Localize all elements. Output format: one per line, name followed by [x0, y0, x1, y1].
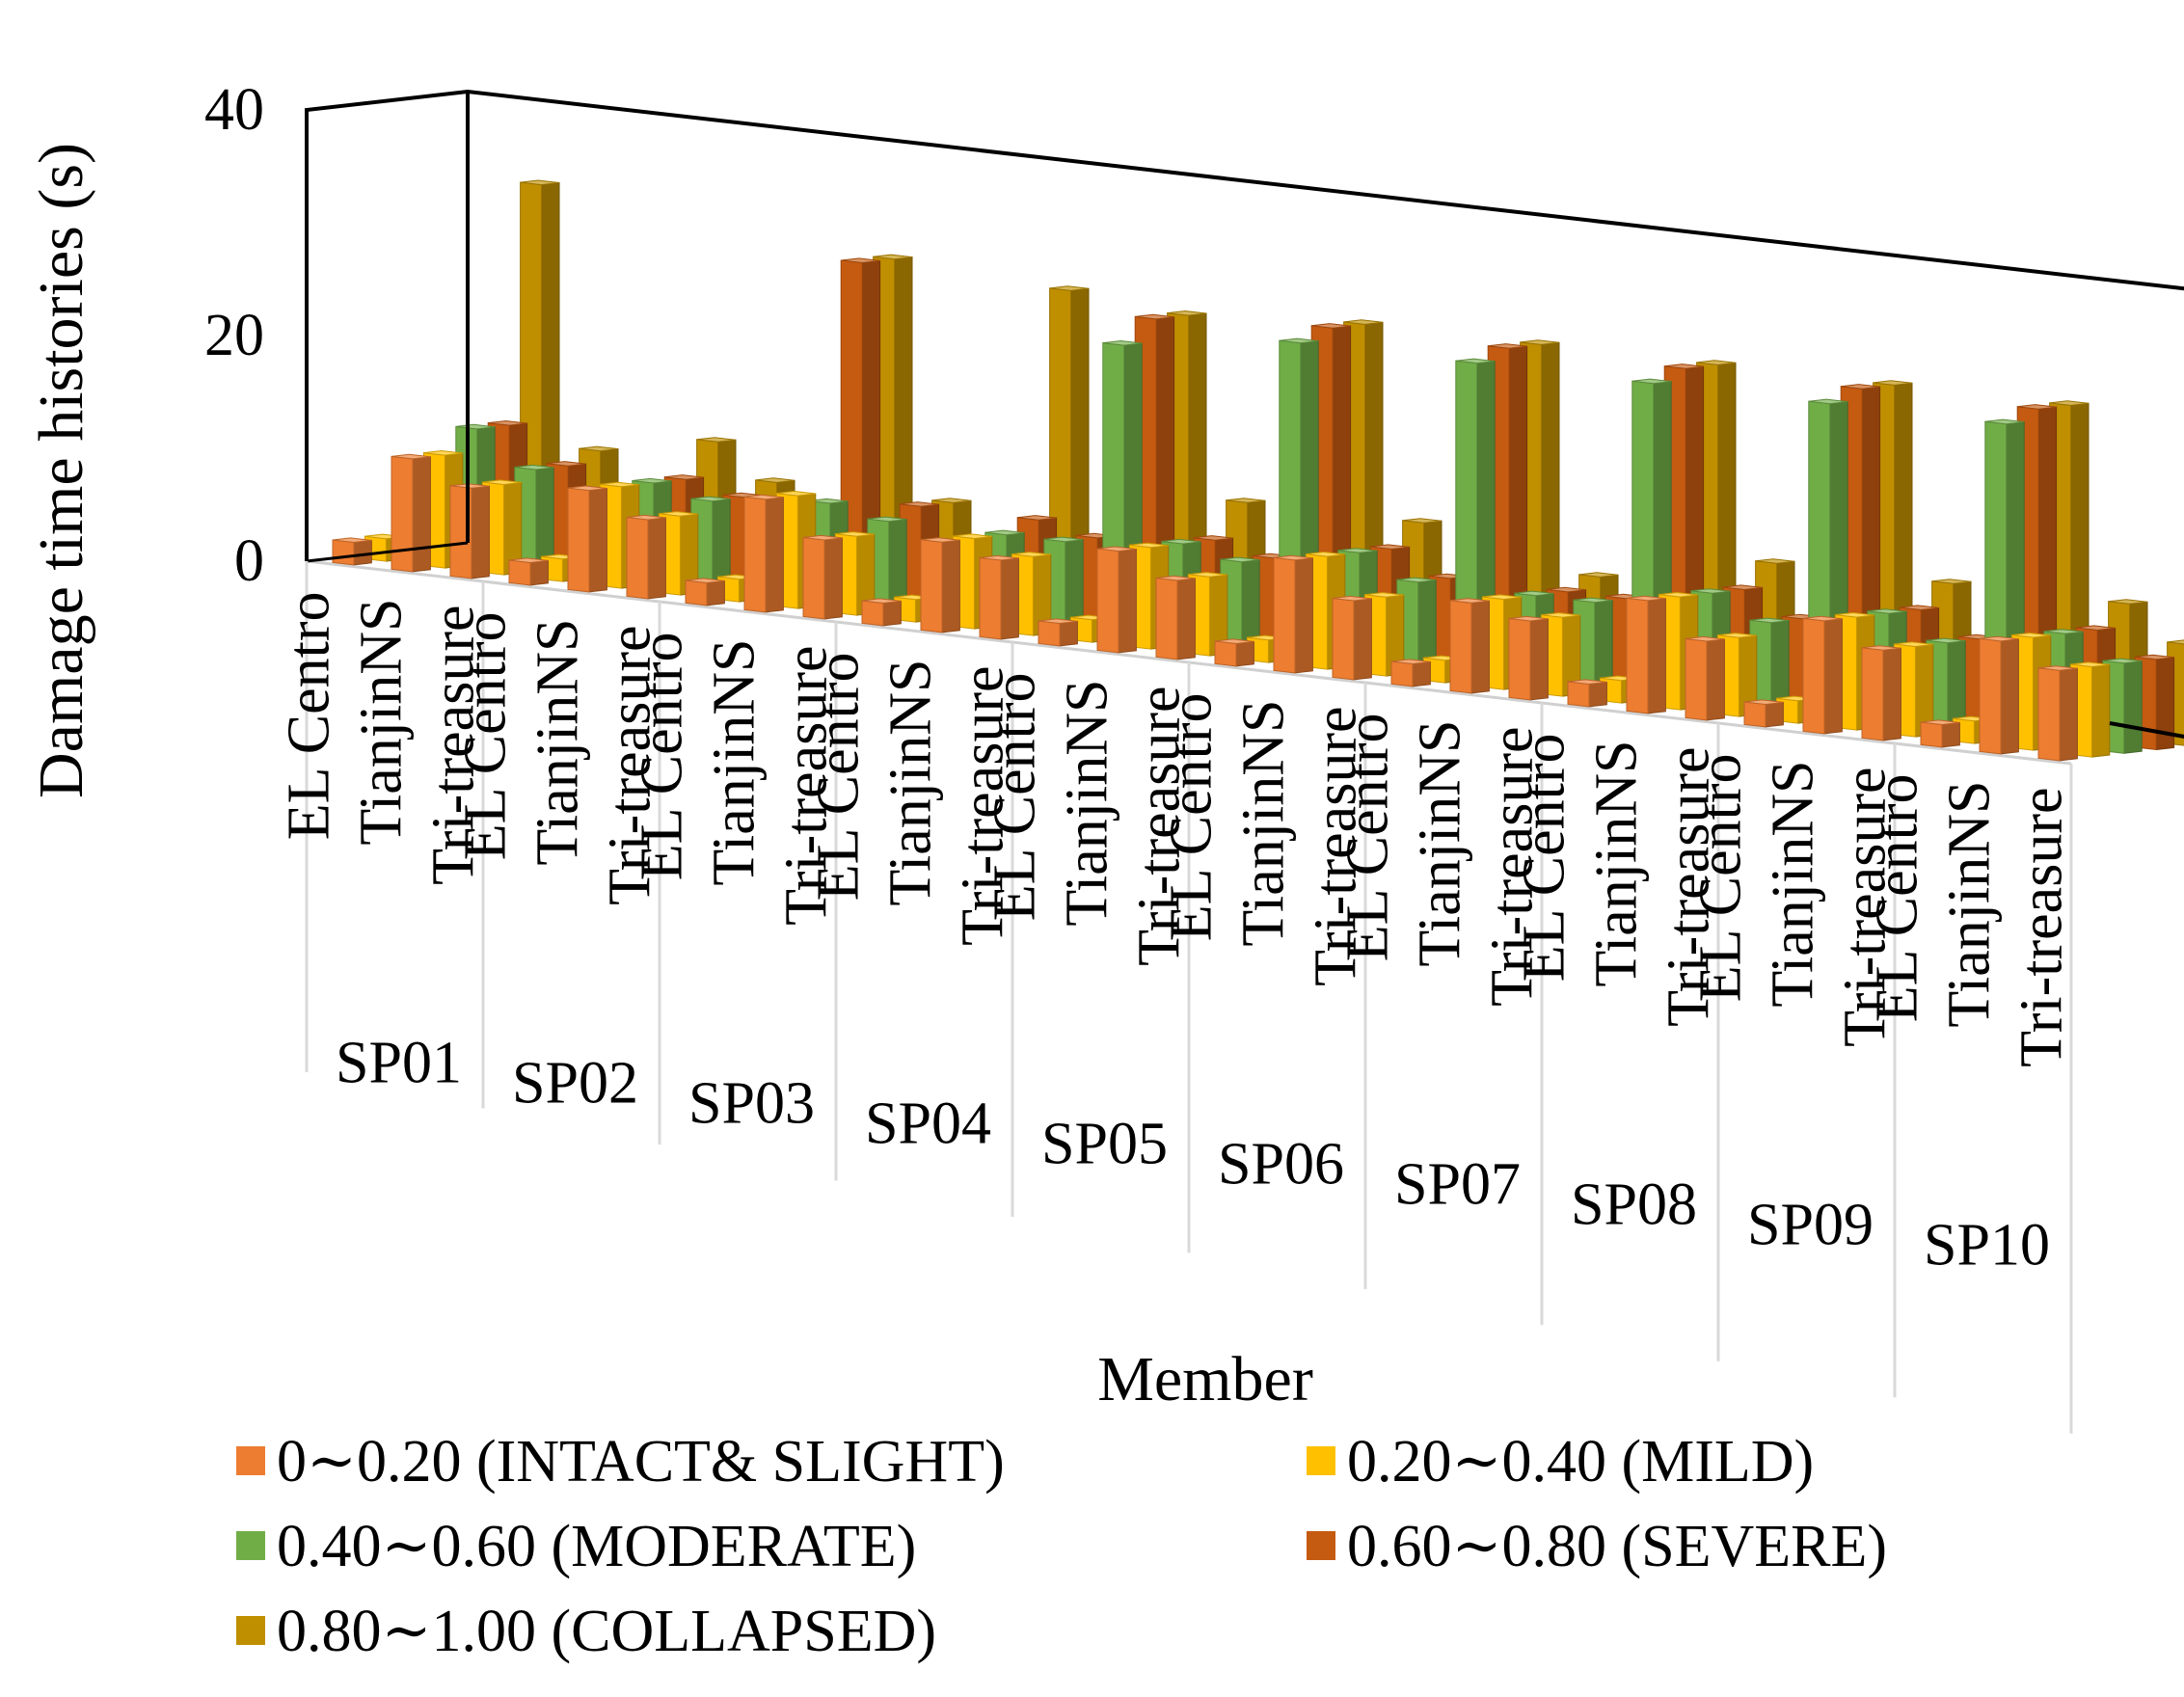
y-tick-label: 40	[204, 77, 264, 143]
bar	[1567, 679, 1607, 708]
bar	[1979, 635, 2019, 755]
x-subcategory-label: Tri-treasure	[1480, 727, 1546, 1007]
legend-swatch	[236, 1446, 265, 1475]
x-subcategory-label: EL Centro	[983, 673, 1048, 922]
x-group-label: SP05	[1041, 1112, 1168, 1177]
y-tick-label: 0	[234, 528, 264, 594]
x-subcategory-label: Tri-treasure	[1833, 768, 1899, 1047]
x-subcategory-label: Tri-treasure	[951, 666, 1016, 946]
x-subcategory-label: TianjinNS	[1937, 781, 2003, 1028]
x-subcategory-label: Tri-treasure	[1127, 687, 1193, 966]
bar	[1802, 615, 1843, 735]
legend-item: 0.80∼1.00 (COLLAPSED)	[236, 1595, 936, 1666]
bar	[391, 453, 431, 573]
legend-label: 0.20∼0.40 (MILD)	[1347, 1429, 1815, 1495]
floor-right-edge	[2109, 721, 2184, 739]
x-subcategory-label: TianjinNS	[1761, 761, 1826, 1008]
legend-item: 0∼0.20 (INTACT& SLIGHT)	[236, 1425, 1005, 1496]
legend-swatch	[1307, 1446, 1335, 1475]
bar	[979, 554, 1019, 640]
x-subcategory-label: EL Centro	[1335, 714, 1401, 962]
floor-side-edge	[306, 541, 469, 563]
legend-item: 0.20∼0.40 (MILD)	[1307, 1425, 1814, 1496]
x-subcategory-label: TianjinNS	[878, 660, 944, 906]
x-group-label: SP08	[1571, 1172, 1697, 1238]
legend-swatch	[1307, 1531, 1335, 1560]
x-subcategory-label: TianjinNS	[1231, 700, 1297, 947]
x-subcategory-label: EL Centro	[1865, 774, 1930, 1023]
bar	[2037, 665, 2078, 762]
x-subcategory-label: EL Centro	[806, 653, 872, 902]
x-subcategory-label: EL Centro	[1159, 693, 1225, 942]
bar	[626, 514, 666, 600]
x-subcategory-label: Tri-treasure	[774, 646, 840, 926]
x-subcategory-label: EL Centro	[1512, 734, 1577, 983]
x-subcategory-label: TianjinNS	[702, 639, 768, 886]
bar	[861, 598, 902, 627]
legend-swatch	[236, 1616, 265, 1645]
bar	[1155, 575, 1196, 660]
x-group-label: SP03	[688, 1071, 815, 1137]
x-subcategory-label: TianjinNS	[1408, 720, 1473, 967]
x-group-label: SP04	[865, 1091, 991, 1157]
x-group-label: SP02	[512, 1051, 638, 1117]
x-subcategory-label: Tri-treasure	[1657, 747, 1722, 1027]
legend-label: 0.40∼0.60 (MODERATE)	[277, 1514, 917, 1579]
x-subcategory-label: TianjinNS	[526, 619, 591, 866]
x-subcategory-label: TianjinNS	[1055, 680, 1120, 927]
legend-label: 0∼0.20 (INTACT& SLIGHT)	[277, 1429, 1005, 1495]
legend-label: 0.60∼0.80 (SEVERE)	[1347, 1514, 1887, 1579]
x-subcategory-label: EL Centro	[1688, 754, 1754, 1003]
legend-item: 0.40∼0.60 (MODERATE)	[236, 1510, 916, 1581]
bar	[685, 578, 725, 606]
x-subcategory-label: TianjinNS	[1584, 741, 1650, 987]
bar	[920, 537, 960, 633]
bar	[1273, 554, 1313, 674]
x-group-label: SP09	[1747, 1193, 1874, 1258]
bar	[449, 483, 490, 579]
x-group-label: SP06	[1218, 1132, 1344, 1198]
legend-label: 0.80∼1.00 (COLLAPSED)	[277, 1599, 936, 1664]
x-subcategory-label: EL Centro	[277, 592, 342, 841]
x-group-label: SP10	[1924, 1213, 2050, 1279]
bar	[1390, 659, 1431, 687]
bar	[1214, 638, 1254, 667]
legend-item: 0.60∼0.80 (SEVERE)	[1307, 1510, 1887, 1581]
x-subcategory-label: Tri-treasure	[421, 606, 487, 885]
bar	[1038, 618, 1078, 647]
bar	[1449, 598, 1490, 694]
bar	[1626, 595, 1666, 714]
x-subcategory-label: Tri-treasure	[1304, 707, 1369, 986]
bar	[1096, 546, 1137, 654]
x-axis-title: Member	[1097, 1344, 1313, 1414]
bar	[1861, 645, 1901, 741]
x-subcategory-label: TianjinNS	[349, 599, 415, 846]
y-axis-title: Damage time histories (s)	[26, 143, 96, 798]
y-tick-label: 20	[204, 303, 264, 368]
x-group-label: SP07	[1394, 1152, 1521, 1218]
bar	[567, 485, 607, 593]
bar	[743, 494, 784, 613]
bar	[1508, 615, 1549, 701]
bar	[802, 534, 843, 620]
x-subcategory-label: Tri-treasure	[2009, 788, 2075, 1067]
x-subcategory-label: EL Centro	[453, 612, 519, 861]
bar	[508, 557, 549, 586]
x-subcategory-label: Tri-treasure	[598, 626, 663, 905]
legend-swatch	[236, 1531, 265, 1560]
bar	[1685, 635, 1725, 721]
x-group-label: SP01	[336, 1031, 462, 1096]
bar	[1743, 699, 1784, 728]
x-subcategory-label: EL Centro	[630, 633, 695, 881]
bar	[332, 537, 372, 566]
bar	[1920, 719, 1960, 748]
bar	[1332, 595, 1372, 681]
